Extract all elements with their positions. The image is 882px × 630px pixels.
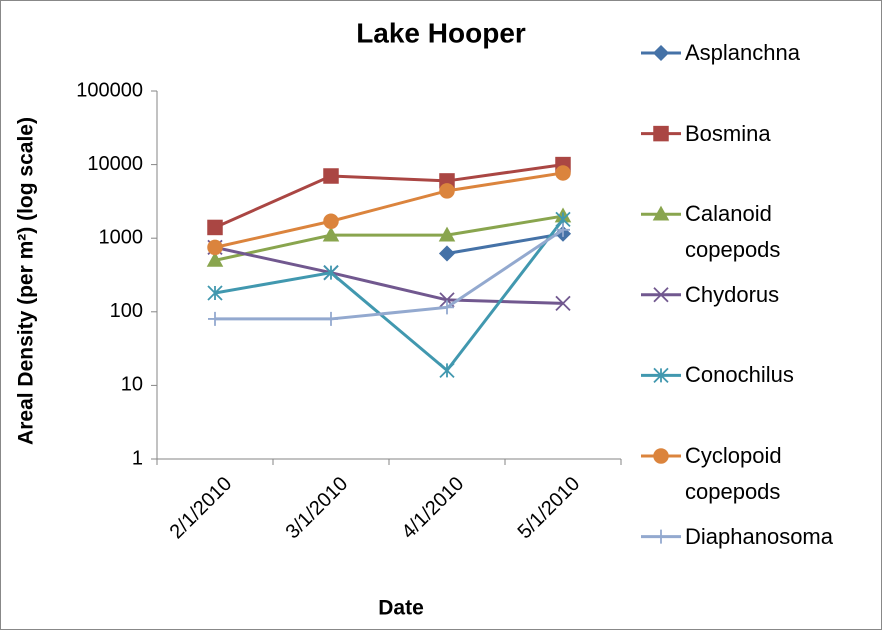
y-tick-label: 100 (110, 300, 143, 322)
y-tick-label: 10000 (87, 153, 143, 175)
marker (439, 362, 455, 379)
marker (438, 226, 456, 242)
legend-label: Diaphanosoma (685, 523, 833, 549)
marker (323, 168, 339, 184)
y-tick-label: 1 (132, 447, 143, 469)
legend-marker (653, 367, 669, 384)
x-tick-label: 5/1/2010 (514, 473, 585, 544)
legend-marker (653, 287, 669, 303)
series-line (215, 228, 564, 321)
series-line (214, 214, 564, 262)
series-line (214, 218, 565, 373)
marker (439, 183, 455, 199)
legend-marker (653, 448, 669, 464)
legend-label: Asplanchna (685, 40, 800, 65)
marker (555, 295, 571, 312)
x-tick-label: 2/1/2010 (166, 473, 237, 544)
y-tick-label: 10 (121, 374, 143, 396)
y-tick-label: 1000 (99, 226, 144, 248)
marker (555, 165, 571, 181)
marker (323, 265, 339, 281)
marker (207, 219, 223, 236)
marker (323, 213, 339, 229)
y-axis-label: Areal Density (per m²) (log scale) (15, 117, 38, 445)
marker (207, 285, 223, 301)
series-line (214, 245, 564, 305)
legend-label: Chydorus (685, 281, 780, 307)
marker (324, 311, 338, 326)
legend-marker (652, 44, 670, 62)
x-tick-label: 4/1/2010 (398, 473, 469, 544)
marker (208, 311, 222, 326)
legend-label: Conochilus (685, 362, 794, 388)
marker (556, 222, 570, 237)
legend-marker (653, 125, 669, 142)
x-tick-label: 3/1/2010 (282, 473, 353, 544)
series-line (446, 232, 564, 255)
chart-title: Lake Hooper (356, 17, 526, 48)
legend-marker (652, 205, 670, 221)
marker (440, 300, 454, 315)
legend-label: Bosmina (685, 120, 771, 146)
marker (438, 245, 456, 262)
series-line (214, 171, 564, 249)
legend-label: Cyclopoid copepods (685, 443, 782, 504)
legend-label: Calanoid copepods (685, 201, 781, 263)
marker (322, 226, 340, 242)
marker (206, 251, 224, 267)
x-axis-label: Date (378, 597, 424, 620)
marker (207, 239, 223, 256)
y-tick-label: 100000 (76, 79, 143, 101)
legend-marker (654, 529, 668, 544)
series-line (214, 163, 564, 229)
